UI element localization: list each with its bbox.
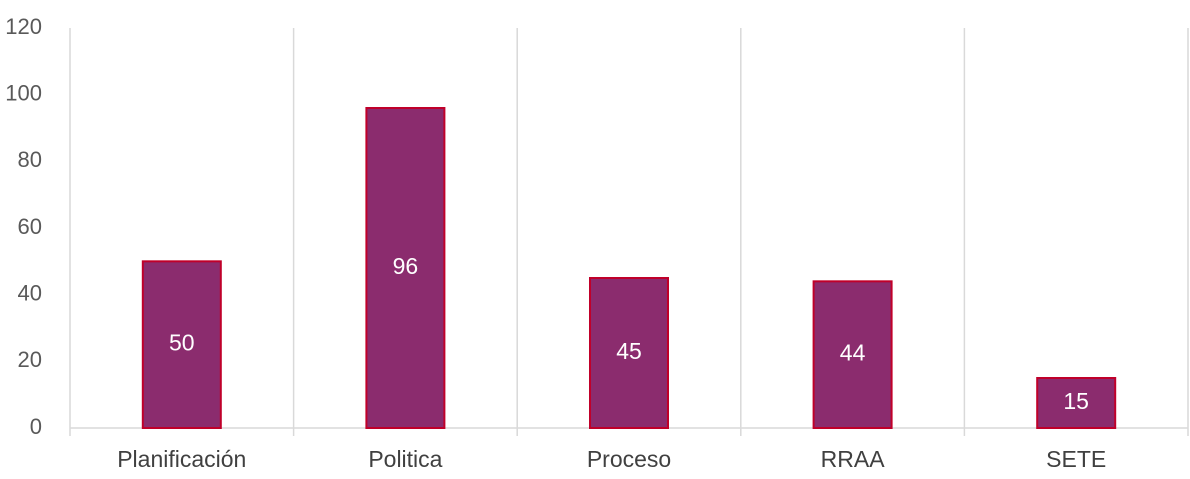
bar (812, 280, 893, 430)
x-tick-label: Planificación (117, 446, 246, 472)
y-tick-label: 80 (18, 147, 42, 172)
y-tick-label: 40 (18, 280, 42, 305)
y-tick-label: 120 (5, 14, 42, 39)
x-tick-label: RRAA (821, 446, 886, 472)
bar (1036, 377, 1117, 429)
y-tick-label: 100 (5, 80, 42, 105)
data-label: 96 (393, 253, 419, 279)
data-label: 50 (169, 330, 195, 356)
data-label: 44 (840, 340, 866, 366)
x-tick-label: SETE (1046, 446, 1106, 472)
y-tick-label: 20 (18, 347, 42, 372)
x-tick-label: Proceso (587, 446, 671, 472)
labels-layer: 50 Planificación 96 Politica 45 Proceso 44 RRAA… (117, 253, 1106, 472)
data-label: 15 (1063, 388, 1089, 414)
y-tick-label: 60 (18, 214, 42, 239)
axis-layer: 0 20 40 60 80 100 120 (5, 14, 1188, 439)
bars-layer (141, 107, 1117, 430)
grid-layer (69, 28, 1189, 436)
y-tick-label: 0 (30, 414, 42, 439)
x-tick-label: Politica (368, 446, 442, 472)
bar (589, 277, 669, 429)
data-label: 45 (616, 338, 642, 364)
bar (141, 260, 222, 430)
bar (365, 107, 446, 429)
